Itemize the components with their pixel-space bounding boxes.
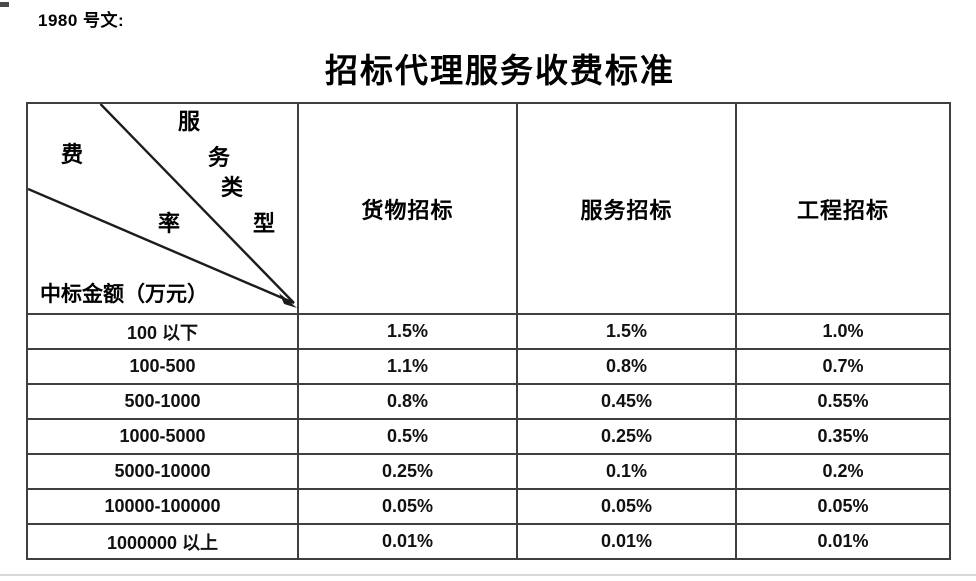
table-corner-cell: 费 率 服 务 类 型 中标金额（万元）: [26, 102, 299, 315]
table-cell: 1.0%: [735, 313, 951, 350]
diagonal-corner: 费 率 服 务 类 型 中标金额（万元）: [28, 104, 297, 313]
diagonal-divider-lines: [28, 104, 297, 308]
table-cell: 0.55%: [735, 383, 951, 420]
table-cell: 0.35%: [735, 418, 951, 455]
page-edge-artifact: [0, 2, 9, 7]
table-cell: 0.2%: [735, 453, 951, 490]
column-header-services: 服务招标: [516, 102, 737, 315]
table-cell: 0.25%: [297, 453, 518, 490]
table-header-row: 费 率 服 务 类 型 中标金额（万元） 货物招标 服务招标 工程招标: [26, 102, 951, 315]
corner-rate-char: 率: [158, 211, 181, 236]
table-row: 1000000 以上 0.01% 0.01% 0.01%: [26, 523, 951, 560]
table-cell: 0.01%: [516, 523, 737, 560]
corner-amount-label: 中标金额（万元）: [40, 282, 208, 306]
table-row: 100 以下 1.5% 1.5% 1.0%: [26, 313, 951, 350]
corner-service-char-4: 型: [253, 211, 276, 236]
table-cell: 0.05%: [516, 488, 737, 525]
column-header-engineering: 工程招标: [735, 102, 951, 315]
table-row: 500-1000 0.8% 0.45% 0.55%: [26, 383, 951, 420]
table-cell: 0.45%: [516, 383, 737, 420]
table-row: 10000-100000 0.05% 0.05% 0.05%: [26, 488, 951, 525]
page-title: 招标代理服务收费标准: [325, 54, 675, 90]
fee-standard-table: 费 率 服 务 类 型 中标金额（万元） 货物招标 服务招标 工程招标 100 …: [26, 102, 951, 560]
row-label: 100-500: [26, 348, 299, 385]
row-label: 1000-5000: [26, 418, 299, 455]
document-reference: 1980 号文:: [38, 11, 125, 30]
row-label: 100 以下: [26, 313, 299, 350]
table-cell: 1.1%: [297, 348, 518, 385]
table-cell: 0.25%: [516, 418, 737, 455]
table-cell: 0.7%: [735, 348, 951, 385]
row-label: 10000-100000: [26, 488, 299, 525]
diagonal-arrowhead-icon: [279, 293, 297, 308]
table-cell: 0.1%: [516, 453, 737, 490]
table-row: 5000-10000 0.25% 0.1% 0.2%: [26, 453, 951, 490]
table-cell: 0.05%: [297, 488, 518, 525]
corner-service-char-3: 类: [221, 175, 244, 200]
corner-service-char-1: 服: [178, 109, 201, 134]
corner-service-char-2: 务: [208, 145, 231, 170]
table-row: 1000-5000 0.5% 0.25% 0.35%: [26, 418, 951, 455]
table-row: 100-500 1.1% 0.8% 0.7%: [26, 348, 951, 385]
row-label: 500-1000: [26, 383, 299, 420]
table-cell: 0.01%: [735, 523, 951, 560]
table-cell: 0.05%: [735, 488, 951, 525]
row-label: 5000-10000: [26, 453, 299, 490]
table-cell: 0.8%: [297, 383, 518, 420]
row-label: 1000000 以上: [26, 523, 299, 560]
table-cell: 0.01%: [297, 523, 518, 560]
page-bottom-divider: [0, 574, 976, 576]
corner-fee-char: 费: [61, 142, 84, 167]
table-cell: 0.5%: [297, 418, 518, 455]
table-cell: 1.5%: [516, 313, 737, 350]
column-header-goods: 货物招标: [297, 102, 518, 315]
table-cell: 0.8%: [516, 348, 737, 385]
table-cell: 1.5%: [297, 313, 518, 350]
